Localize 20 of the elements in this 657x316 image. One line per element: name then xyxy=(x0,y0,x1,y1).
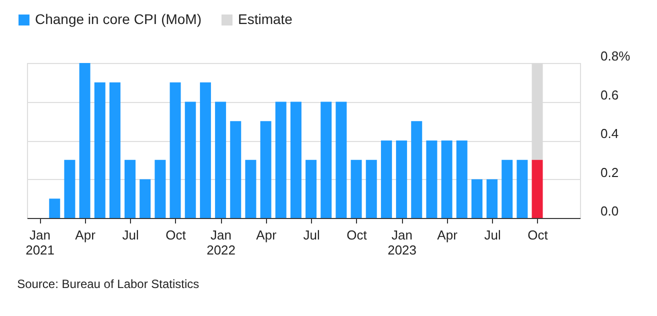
y-tick-label: 0.2 xyxy=(600,164,619,180)
legend-label: Estimate xyxy=(238,11,293,27)
x-tick-label: Jan 2023 xyxy=(388,228,417,258)
x-tick-label: Jan 2021 xyxy=(26,228,55,258)
x-tick-label: Apr xyxy=(256,228,278,242)
x-tick-label: Jan 2022 xyxy=(206,228,236,258)
x-tick-label: Jul xyxy=(484,228,501,242)
x-tick-label: Oct xyxy=(528,228,548,242)
y-tick-label: 0.8% xyxy=(600,48,631,64)
y-tick-label: 0.0 xyxy=(600,204,619,218)
y-tick-label: 0.6 xyxy=(600,87,619,102)
x-tick-label: Oct xyxy=(166,228,186,242)
legend-label: Change in core CPI (MoM) xyxy=(35,11,202,27)
y-tick-label: 0.4 xyxy=(600,126,619,141)
x-tick-label: Apr xyxy=(437,228,458,242)
x-tick-label: Oct xyxy=(346,228,368,242)
x-tick-label: Apr xyxy=(75,228,96,242)
source-note: Source: Bureau of Labor Statistics xyxy=(17,277,200,291)
x-tick-label: Jul xyxy=(122,228,139,242)
x-tick-label: Jul xyxy=(303,228,320,242)
